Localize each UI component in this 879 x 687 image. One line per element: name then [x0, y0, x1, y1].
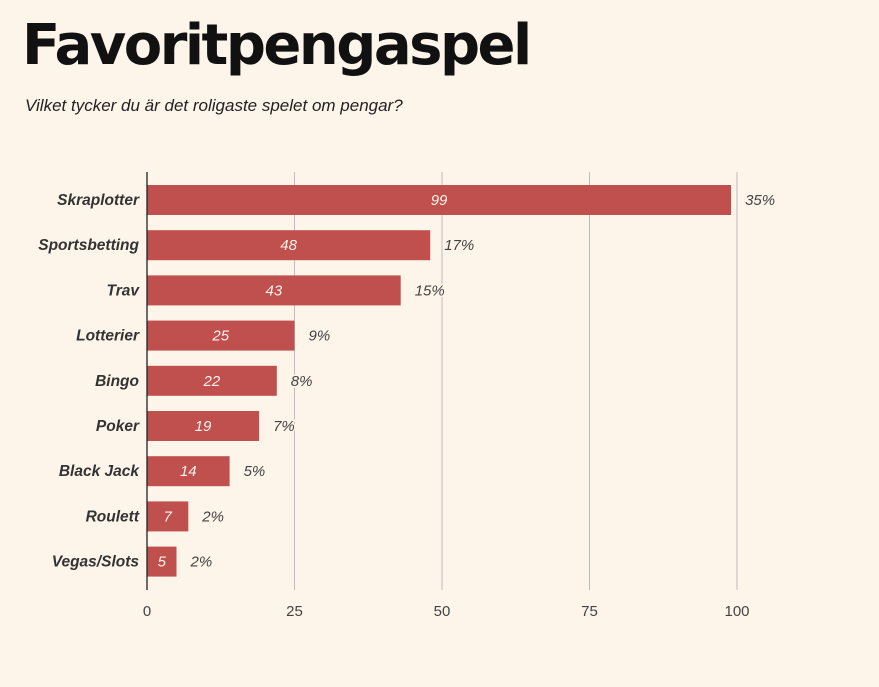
category-label: Sportsbetting [38, 237, 139, 254]
category-label: Roulett [86, 508, 140, 525]
category-label: Vegas/Slots [52, 554, 140, 571]
percent-label: 7% [273, 418, 295, 435]
x-tick-label: 75 [581, 603, 598, 620]
x-tick-label: 50 [434, 603, 451, 620]
bar [147, 546, 177, 577]
value-label: 5 [158, 554, 167, 571]
percent-label: 35% [745, 192, 775, 209]
bar [147, 230, 431, 261]
percent-label: 9% [309, 328, 331, 345]
value-label: 48 [280, 237, 297, 254]
bar [147, 275, 401, 306]
value-label: 19 [195, 418, 212, 435]
bar [147, 411, 260, 441]
category-label: Black Jack [59, 463, 141, 480]
category-label: Poker [96, 418, 140, 435]
x-tick-label: 0 [143, 603, 151, 620]
category-label: Lotterier [76, 328, 140, 345]
percent-label: 8% [291, 373, 313, 390]
percent-label: 17% [444, 237, 474, 254]
bar [147, 185, 732, 215]
value-label: 7 [163, 508, 172, 525]
category-label: Bingo [95, 373, 139, 390]
value-label: 99 [431, 192, 448, 209]
value-label: 43 [266, 282, 283, 299]
category-label: Skraplotter [57, 192, 140, 209]
percent-label: 15% [415, 282, 445, 299]
chart-title: Favoritpengaspel [22, 13, 532, 78]
value-label: 14 [180, 463, 197, 480]
x-tick-label: 100 [724, 603, 749, 620]
percent-label: 2% [201, 508, 224, 525]
bar [147, 365, 277, 396]
bar [147, 320, 295, 351]
value-label: 25 [211, 328, 229, 345]
x-tick-label: 25 [286, 603, 303, 620]
bar [147, 501, 189, 532]
percent-label: 2% [190, 554, 213, 571]
percent-label: 5% [244, 463, 266, 480]
category-label: Trav [107, 282, 141, 299]
bar [147, 456, 230, 487]
value-label: 22 [203, 373, 221, 390]
chart-subtitle: Vilket tycker du är det roligaste spelet… [25, 96, 403, 115]
